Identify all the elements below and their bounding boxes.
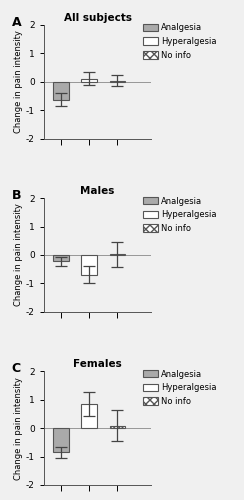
Bar: [81, 78, 97, 82]
Bar: [53, 82, 69, 100]
Bar: [53, 428, 69, 452]
Y-axis label: Change in pain intensity: Change in pain intensity: [14, 30, 23, 134]
Title: All subjects: All subjects: [64, 13, 132, 23]
Legend: Analgesia, Hyperalgesia, No info: Analgesia, Hyperalgesia, No info: [143, 24, 217, 60]
Y-axis label: Change in pain intensity: Change in pain intensity: [14, 376, 23, 480]
Bar: [81, 255, 97, 275]
Bar: [110, 80, 125, 82]
Title: Females: Females: [73, 359, 122, 369]
Legend: Analgesia, Hyperalgesia, No info: Analgesia, Hyperalgesia, No info: [143, 196, 217, 232]
Bar: [110, 426, 125, 428]
Title: Males: Males: [81, 186, 115, 196]
Bar: [110, 254, 125, 255]
Bar: [81, 404, 97, 428]
Text: B: B: [12, 189, 21, 202]
Text: C: C: [12, 362, 21, 375]
Text: A: A: [12, 16, 21, 29]
Bar: [53, 255, 69, 262]
Y-axis label: Change in pain intensity: Change in pain intensity: [14, 204, 23, 306]
Legend: Analgesia, Hyperalgesia, No info: Analgesia, Hyperalgesia, No info: [143, 370, 217, 406]
